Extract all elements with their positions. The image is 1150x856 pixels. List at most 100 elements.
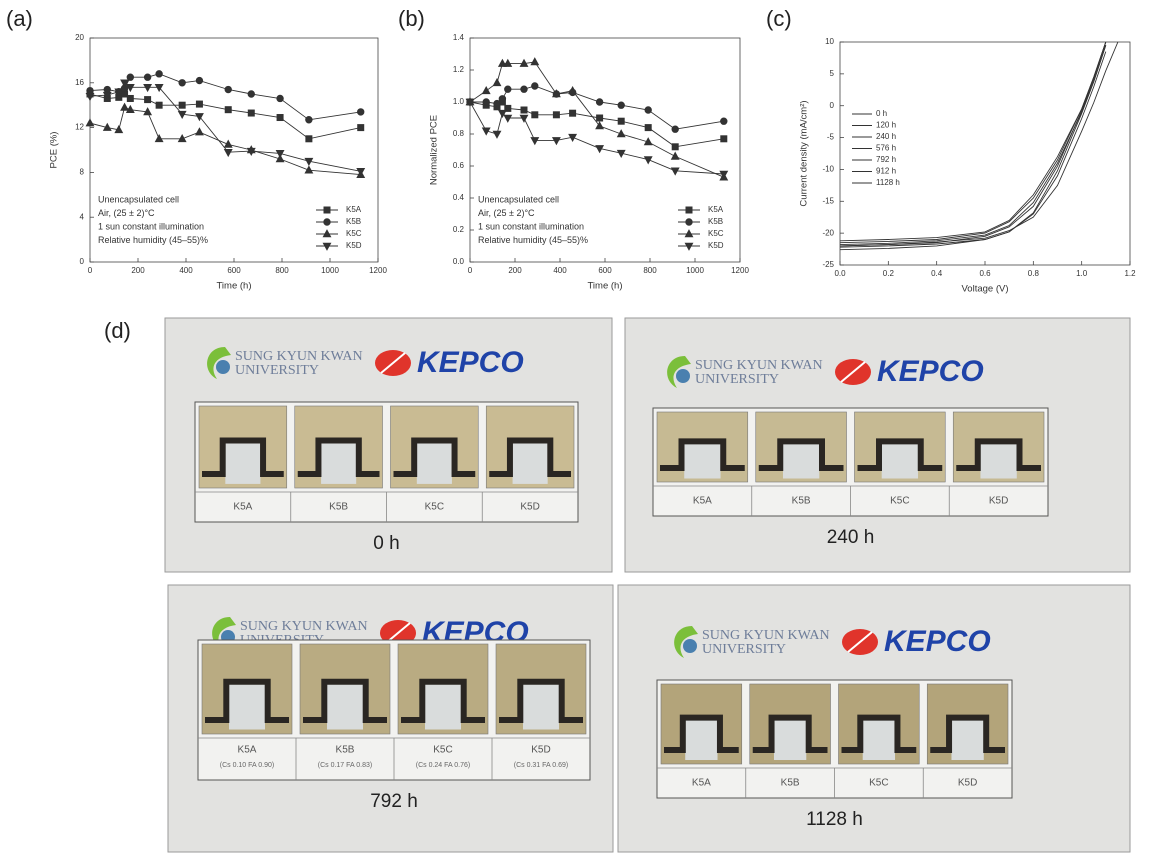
sample-label: K5B — [781, 778, 800, 789]
data-point — [645, 157, 652, 164]
data-point — [144, 84, 151, 91]
x-tick-label: 1000 — [686, 266, 704, 275]
data-point — [144, 74, 150, 80]
data-point — [720, 171, 727, 178]
x-axis-label: Time (h) — [587, 281, 622, 292]
data-point — [521, 107, 527, 113]
legend-label: K5D — [346, 241, 362, 250]
company-name: KEPCO — [884, 625, 991, 658]
university-name: UNIVERSITY — [702, 642, 786, 657]
data-point — [306, 136, 312, 142]
x-tick-label: 0.8 — [1028, 269, 1040, 278]
data-point — [553, 112, 559, 118]
y-tick-label: 20 — [75, 33, 84, 42]
x-tick-label: 0 — [468, 266, 473, 275]
y-axis-label: PCE (%) — [49, 132, 60, 169]
sample-active-area — [417, 443, 452, 484]
legend-label: K5B — [708, 217, 723, 226]
data-point — [672, 126, 678, 132]
sample-active-area — [980, 444, 1016, 479]
legend-label: 240 h — [876, 132, 896, 141]
sample-composition: (Cs 0.10 FA 0.90) — [220, 762, 274, 769]
y-tick-label: -5 — [827, 133, 835, 142]
legend-label: 0 h — [876, 109, 887, 118]
data-point — [179, 80, 185, 86]
sample-active-area — [229, 685, 265, 730]
y-tick-label: 16 — [75, 78, 84, 87]
data-point — [618, 118, 624, 124]
annotation: Air, (25 ± 2)°C — [98, 208, 155, 218]
data-point — [121, 104, 128, 111]
data-point — [504, 115, 511, 122]
y-axis-label: Normalized PCE — [429, 115, 440, 185]
data-point — [521, 86, 527, 92]
panel-label: (d) — [104, 318, 131, 343]
university-name: SUNG KYUN KWAN — [235, 349, 363, 364]
x-tick-label: 200 — [131, 266, 145, 275]
data-point — [156, 102, 162, 108]
annotation: Unencapsulated cell — [478, 194, 559, 204]
x-tick-label: 400 — [553, 266, 567, 275]
legend-marker — [686, 219, 692, 225]
sample-active-area — [684, 444, 720, 479]
data-point — [306, 117, 312, 123]
x-tick-label: 800 — [643, 266, 657, 275]
sample-active-area — [783, 444, 819, 479]
y-tick-label: 1.2 — [453, 65, 465, 74]
legend-marker — [686, 207, 692, 213]
x-tick-label: 1.0 — [1076, 269, 1088, 278]
data-point — [225, 86, 231, 92]
data-point — [532, 83, 538, 89]
sample-label: K5D — [989, 496, 1008, 507]
annotation: Air, (25 ± 2)°C — [478, 208, 535, 218]
data-point — [494, 100, 500, 106]
sample-active-area — [863, 720, 895, 760]
y-tick-label: -10 — [822, 165, 834, 174]
y-tick-label: -25 — [822, 260, 834, 269]
sample-label: K5D — [958, 778, 977, 789]
data-point — [493, 131, 500, 138]
sample-label: K5D — [520, 502, 539, 513]
data-point — [672, 144, 678, 150]
university-emblem — [216, 360, 230, 374]
data-point — [493, 79, 500, 86]
data-point — [645, 107, 651, 113]
sample-active-area — [774, 720, 806, 760]
y-tick-label: 8 — [80, 168, 85, 177]
time-caption: 1128 h — [806, 809, 863, 830]
sample-active-area — [321, 443, 356, 484]
y-tick-label: 0 — [80, 257, 85, 266]
data-point — [596, 99, 602, 105]
x-tick-label: 1200 — [369, 266, 387, 275]
company-name: KEPCO — [877, 355, 984, 388]
data-point — [196, 77, 202, 83]
university-emblem — [683, 639, 697, 653]
data-point — [277, 95, 283, 101]
series-line — [470, 102, 724, 174]
data-point — [504, 60, 511, 67]
company-name: KEPCO — [417, 346, 524, 379]
data-point — [127, 74, 133, 80]
data-point — [104, 86, 110, 92]
data-point — [86, 119, 93, 126]
sample-label: K5C — [869, 778, 888, 789]
annotation: Relative humidity (45–55)% — [98, 235, 208, 245]
legend-marker — [685, 243, 692, 250]
panel-label: (b) — [398, 6, 425, 31]
y-tick-label: -20 — [822, 228, 834, 237]
figure: (a) (b) (c) (d) 020040060080010001200048… — [0, 0, 1150, 856]
x-tick-label: 1000 — [321, 266, 339, 275]
sample-composition: (Cs 0.31 FA 0.69) — [514, 762, 568, 769]
legend-marker — [324, 219, 330, 225]
y-tick-label: 0 — [830, 101, 835, 110]
data-point — [358, 125, 364, 131]
legend-label: 120 h — [876, 121, 896, 130]
x-axis-label: Time (h) — [216, 281, 251, 292]
data-point — [597, 115, 603, 121]
sample-active-area — [327, 685, 363, 730]
legend-label: K5A — [708, 205, 724, 214]
x-tick-label: 600 — [227, 266, 241, 275]
legend-label: 792 h — [876, 155, 896, 164]
data-point — [553, 138, 560, 145]
legend-label: K5A — [346, 205, 362, 214]
